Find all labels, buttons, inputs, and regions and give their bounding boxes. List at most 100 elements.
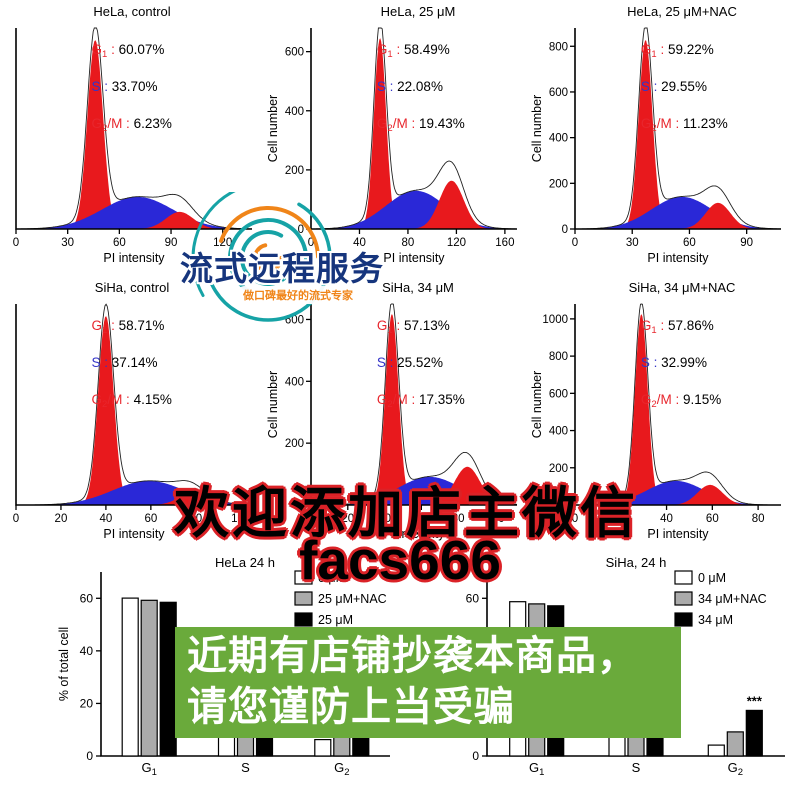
y-axis-label: Cell number: [530, 95, 544, 162]
significance-annotation: ***: [747, 693, 763, 708]
category-label: G1: [529, 760, 544, 778]
panel-title: HeLa, 25 μM+NAC: [627, 4, 737, 19]
y-tick-label: 400: [285, 376, 304, 388]
x-tick-label: 80: [189, 513, 202, 525]
y-axis-label: Cell number: [266, 95, 280, 162]
y-tick-label: 0: [562, 500, 568, 512]
x-tick-label: 160: [495, 237, 514, 249]
y-tick-label: 800: [549, 351, 568, 363]
x-tick-label: 20: [614, 513, 627, 525]
stat-line: G1 : 57.86%: [641, 318, 714, 336]
g2m-peak-area: [311, 466, 517, 505]
x-axis-label: PI intensity: [383, 527, 445, 541]
x-tick-label: 80: [452, 513, 465, 525]
logo-arcs-icon: [191, 192, 345, 335]
x-tick-label: 60: [415, 513, 428, 525]
logo-title: 流式远程服务: [180, 250, 384, 287]
flow-panel-siha-34um-nac: SiHa, 34 μM+NAC 0 20 40 60 80 PI intensity 0 20…: [529, 278, 793, 543]
stat-line: S : 25.52%: [377, 355, 443, 370]
y-tick-label: 1000: [542, 314, 568, 326]
stat-line: G1 : 58.49%: [377, 42, 450, 60]
y-tick-label: 200: [549, 463, 568, 475]
stat-line: G1 : 60.07%: [92, 42, 165, 60]
x-tick-label: 0: [308, 513, 314, 525]
x-axis-label: PI intensity: [103, 527, 165, 541]
x-tick-label: 40: [660, 513, 673, 525]
flow-histogram-svg: 0 30 60 90 120 PI intensity G1 : 60.07% S : 33.…: [13, 27, 252, 265]
x-axis-label: PI intensity: [103, 251, 165, 265]
fit-outline: [575, 27, 781, 230]
flow-histogram-svg: 0 20 40 60 80 PI intensity 0 200 400 600 800 1000 Ce…: [530, 303, 781, 541]
y-tick-label: 0: [86, 749, 93, 763]
wechat-invite-text: 欢迎添加店主微信: [174, 482, 639, 544]
x-tick-label: 0: [572, 513, 578, 525]
bar: [314, 739, 332, 757]
legend-swatch: [674, 591, 693, 606]
flow-panel-siha-control: SiHa, control 0 20 40 60 80 100 PI intensity G1…: [0, 278, 264, 543]
x-tick-label: 40: [100, 513, 113, 525]
stat-line: G2/M : 6.23%: [92, 116, 172, 134]
y-tick-label: 0: [562, 224, 568, 236]
watermark-logo: 流式远程服务 做口碑最好的流式专家: [168, 192, 400, 358]
y-tick-label: 60: [466, 591, 480, 605]
x-tick-label: 60: [144, 513, 157, 525]
fit-outline: [311, 27, 517, 230]
category-label: G2: [728, 760, 743, 778]
flow-panel-hela-control: HeLa, control 0 30 60 90 120 PI intensity G1 :…: [0, 2, 264, 267]
stat-line: S : 29.55%: [641, 79, 707, 94]
x-tick-label: 60: [683, 237, 696, 249]
warning-banner: 近期有店铺抄袭本商品， 请您谨防上当受骗: [175, 627, 681, 738]
x-tick-label: 90: [165, 237, 178, 249]
y-tick-label: 600: [549, 388, 568, 400]
legend-label: 0 μM: [698, 571, 726, 585]
stat-line: S : 37.14%: [92, 355, 158, 370]
g2m-peak-area: [311, 180, 517, 229]
category-label: S: [632, 760, 641, 775]
x-tick-label: 0: [308, 237, 314, 249]
warning-line-1: 近期有店铺抄袭本商品，: [187, 634, 638, 678]
y-tick-label: 200: [285, 438, 304, 450]
stat-line: G1 : 59.22%: [641, 42, 714, 60]
y-tick-label: 400: [549, 426, 568, 438]
x-tick-label: 80: [402, 237, 415, 249]
x-axis-label: PI intensity: [647, 527, 709, 541]
fit-outline: [16, 27, 252, 230]
stat-line: G2/M : 4.15%: [92, 392, 172, 410]
bar-chart-title-siha: SiHa, 24 h: [605, 555, 667, 570]
y-tick-label: 600: [549, 87, 568, 99]
x-tick-label: 40: [378, 513, 391, 525]
category-label: G2: [334, 760, 349, 778]
legend-label: 34 μM: [698, 613, 733, 627]
wechat-id-text: facs666: [299, 529, 501, 591]
g2m-peak-area: [16, 211, 252, 229]
y-axis-label: Cell number: [266, 371, 280, 438]
panel-title: SiHa, control: [94, 280, 170, 295]
bar: [121, 597, 139, 757]
flow-panel-hela-25um-nac: HeLa, 25 μM+NAC 0 30 60 90 PI intensity 0 200 4…: [529, 2, 793, 267]
s-phase-area: [575, 196, 781, 229]
category-label: S: [241, 760, 250, 775]
g2m-peak-area: [16, 494, 252, 505]
x-tick-label: 120: [447, 237, 466, 249]
panel-title: HeLa, 25 μM: [380, 4, 456, 19]
x-tick-label: 120: [213, 237, 232, 249]
flow-panel-hela-25um: HeLa, 25 μM 0 40 80 120 160 PI intensity 0 200 4…: [265, 2, 529, 267]
x-tick-label: 20: [55, 513, 68, 525]
flow-histogram-svg: 0 30 60 90 PI intensity 0 200 400 600 800 Cell num…: [530, 27, 781, 265]
fit-outline: [575, 303, 781, 506]
logo-subtitle: 做口碑最好的流式专家: [236, 286, 360, 304]
y-tick-label: 0: [298, 224, 304, 236]
x-tick-label: 100: [485, 513, 504, 525]
panel-title: SiHa, 34 μM: [382, 280, 454, 295]
x-tick-label: 90: [740, 237, 753, 249]
y-tick-label: 400: [285, 106, 304, 118]
y-axis-label: % of total cell: [57, 627, 71, 701]
x-tick-label: 0: [13, 513, 19, 525]
flow-panel-siha-34um: SiHa, 34 μM 0 20 40 60 80 100 PI intensity 0 200…: [265, 278, 529, 543]
y-tick-label: 0: [472, 749, 479, 763]
legend-swatch: [294, 570, 313, 585]
x-tick-label: 60: [706, 513, 719, 525]
stat-line: G2/M : 9.15%: [641, 392, 721, 410]
bar-chart-title-hela: HeLa 24 h: [215, 555, 275, 570]
